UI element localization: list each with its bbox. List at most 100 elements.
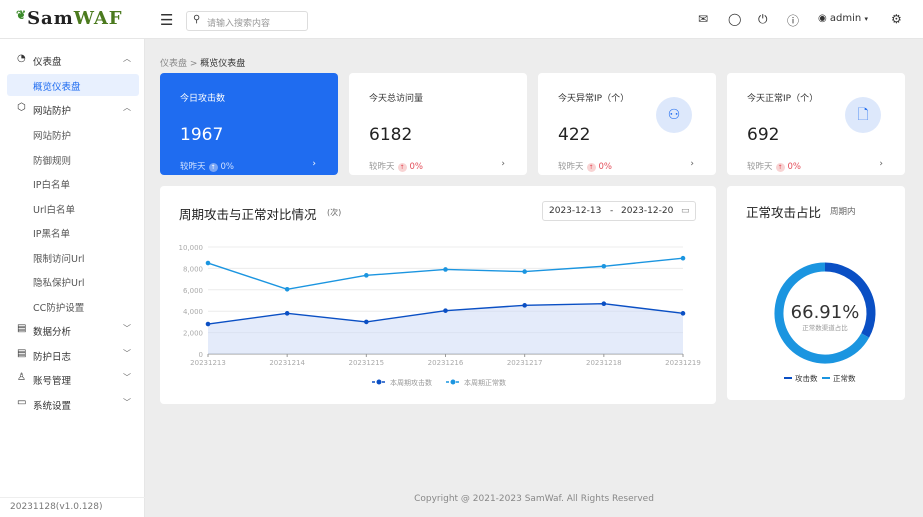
chevron-down-icon: ﹀ — [123, 349, 131, 358]
username: admin — [829, 13, 862, 24]
sidebar-item-defense-rules[interactable]: 防御规则 — [0, 148, 145, 170]
help-icon[interactable]: ⓘ — [787, 14, 800, 28]
y-tick-label: 2,000 — [183, 330, 203, 338]
sidebar-item-privacy-url[interactable]: 隐私保护Url — [0, 270, 145, 292]
data-point — [601, 301, 607, 307]
loading-icon[interactable]: ◯ — [728, 12, 742, 26]
sidebar-item-site-protection-sub[interactable]: 网站防护 — [0, 123, 145, 145]
date-start[interactable]: 2023-12-13 — [549, 206, 602, 216]
x-tick-label: 20231214 — [269, 359, 305, 367]
sidebar-item-ip-whitelist[interactable]: IP白名单 — [0, 172, 145, 194]
arrow-up-icon: ↑ — [397, 163, 407, 172]
stat-value: 692 — [747, 125, 780, 145]
stat-title: 今日攻击数 — [180, 94, 226, 104]
calendar-icon: ▭ — [681, 206, 690, 216]
sidebar: ◔ 仪表盘 ︿ 概览仪表盘 ⬡ 网站防护 ︿ 网站防护 防御规则 IP白名单 Url白名… — [0, 39, 145, 517]
stat-compare: 较昨天 ↑ 0% — [180, 162, 235, 172]
label: 限制访问Url — [33, 254, 85, 265]
file-icon: 🗋 — [845, 97, 881, 133]
label: 防御规则 — [33, 156, 72, 167]
data-point — [205, 260, 211, 266]
stat-value: 6182 — [369, 125, 413, 145]
legend-dot — [450, 379, 456, 385]
chevron-up-icon: ︿ — [123, 54, 131, 63]
chevron-down-icon: ﹀ — [123, 324, 131, 333]
y-tick-label: 8,000 — [183, 265, 203, 273]
sidebar-item-restricted-url[interactable]: 限制访问Url — [0, 246, 145, 268]
chevron-right-icon[interactable]: › — [879, 159, 883, 169]
donut-slice — [824, 262, 876, 338]
chevron-right-icon[interactable]: › — [312, 159, 316, 169]
stat-title: 今天总访问量 — [369, 94, 424, 104]
stat-card-attacks[interactable]: 今日攻击数 1967 较昨天 ↑ 0% › — [160, 73, 338, 175]
legend-dot — [376, 379, 382, 385]
x-tick-label: 20231218 — [586, 359, 622, 367]
pie-subtitle: 周期内 — [830, 207, 856, 217]
sidebar-item-site-protection[interactable]: ⬡ 网站防护 ︿ — [0, 98, 145, 120]
data-point — [364, 319, 369, 325]
sidebar-item-overview-dashboard[interactable]: 概览仪表盘 — [7, 74, 139, 96]
leaf-icon: ❦ — [16, 8, 28, 22]
user-icon: ◉ — [818, 13, 827, 24]
label: 防护日志 — [33, 352, 72, 363]
label: 仪表盘 — [33, 57, 62, 68]
chart-icon: ▤ — [17, 323, 27, 334]
search-icon: ⚲ — [193, 14, 201, 25]
label: CC防护设置 — [33, 303, 85, 314]
x-tick-label: 20231213 — [190, 359, 226, 367]
version-label: 20231128(v1.0.128) — [0, 497, 145, 517]
data-point — [680, 311, 686, 316]
mail-icon[interactable]: ✉ — [698, 12, 709, 26]
y-tick-label: 6,000 — [183, 287, 203, 295]
label: 隐私保护Url — [33, 278, 85, 289]
chevron-right-icon[interactable]: › — [690, 159, 694, 169]
sidebar-item-cc-protection[interactable]: CC防护设置 — [0, 295, 145, 317]
breadcrumb: 仪表盘 > 概览仪表盘 — [160, 59, 246, 69]
breadcrumb-item[interactable]: 仪表盘 — [160, 59, 188, 69]
x-tick-label: 20231216 — [428, 359, 464, 367]
x-tick-label: 20231217 — [507, 359, 543, 367]
data-point — [284, 286, 290, 292]
ratio-chart-card: 正常攻击占比 周期内 66.91% 正常数渠道占比 攻击数 正常数 — [727, 186, 905, 400]
legend-label: 本周期攻击数 — [390, 378, 432, 387]
data-point — [601, 263, 607, 269]
stat-compare: 较昨天 ↑ 0% — [747, 162, 802, 172]
breadcrumb-current: 概览仪表盘 — [200, 59, 246, 69]
menu-toggle-icon[interactable]: ☰ — [160, 11, 174, 29]
y-tick-label: 0 — [199, 351, 203, 359]
stat-compare: 较昨天 ↑ 0% — [558, 162, 613, 172]
y-tick-label: 4,000 — [183, 308, 203, 316]
sidebar-item-account[interactable]: ♙ 账号管理 ﹀ — [0, 368, 145, 390]
settings-icon[interactable]: ⚙ — [891, 12, 902, 26]
date-end[interactable]: 2023-12-20 — [621, 206, 674, 216]
sidebar-item-data-analysis[interactable]: ▤ 数据分析 ﹀ — [0, 319, 145, 341]
sidebar-item-ip-blacklist[interactable]: IP黑名单 — [0, 221, 145, 243]
data-point — [205, 321, 211, 327]
stat-title: 今天异常IP（个） — [558, 94, 630, 104]
trend-chart-card: 周期攻击与正常对比情况 (次) 2023-12-13 - 2023-12-20 … — [160, 186, 716, 404]
chevron-down-icon: ﹀ — [123, 373, 131, 382]
date-range-picker[interactable]: 2023-12-13 - 2023-12-20 ▭ — [542, 201, 696, 221]
data-point — [443, 267, 448, 272]
power-icon[interactable]: ⏻ — [758, 12, 768, 26]
logo[interactable]: ❦SamWAF — [16, 8, 123, 29]
chevron-right-icon[interactable]: › — [501, 159, 505, 169]
stat-card-normal-ip[interactable]: 今天正常IP（个） 🗋 692 较昨天 ↑ 0% › — [727, 73, 905, 175]
stat-card-visits[interactable]: 今天总访问量 6182 较昨天 ↑ 0% › — [349, 73, 527, 175]
x-tick-label: 20231219 — [665, 359, 701, 367]
stat-card-abnormal-ip[interactable]: 今天异常IP（个） ⚇ 422 较昨天 ↑ 0% › — [538, 73, 716, 175]
search-input[interactable]: ⚲ 请输入搜索内容 — [186, 11, 308, 31]
arrow-up-icon: ↑ — [586, 163, 596, 172]
sidebar-item-dashboard[interactable]: ◔ 仪表盘 ︿ — [0, 49, 145, 71]
stat-title: 今天正常IP（个） — [747, 94, 819, 104]
chart-title: 周期攻击与正常对比情况 — [179, 207, 317, 222]
sidebar-item-protection-log[interactable]: ▤ 防护日志 ﹀ — [0, 344, 145, 366]
users-icon: ♙ — [17, 372, 26, 383]
data-point — [364, 273, 369, 278]
sidebar-item-url-whitelist[interactable]: Url白名单 — [0, 197, 145, 219]
footer: Copyright @ 2021-2023 SamWaf. All Rights… — [414, 494, 654, 504]
user-menu[interactable]: ◉ admin ▾ — [818, 13, 868, 24]
top-bar: ❦SamWAF ☰ ⚲ 请输入搜索内容 ✉ ◯ ⏻ ⓘ ◉ admin ▾ ⚙ — [0, 0, 923, 39]
chart-unit: (次) — [327, 208, 342, 217]
sidebar-item-system-settings[interactable]: ▭ 系统设置 ﹀ — [0, 393, 145, 415]
